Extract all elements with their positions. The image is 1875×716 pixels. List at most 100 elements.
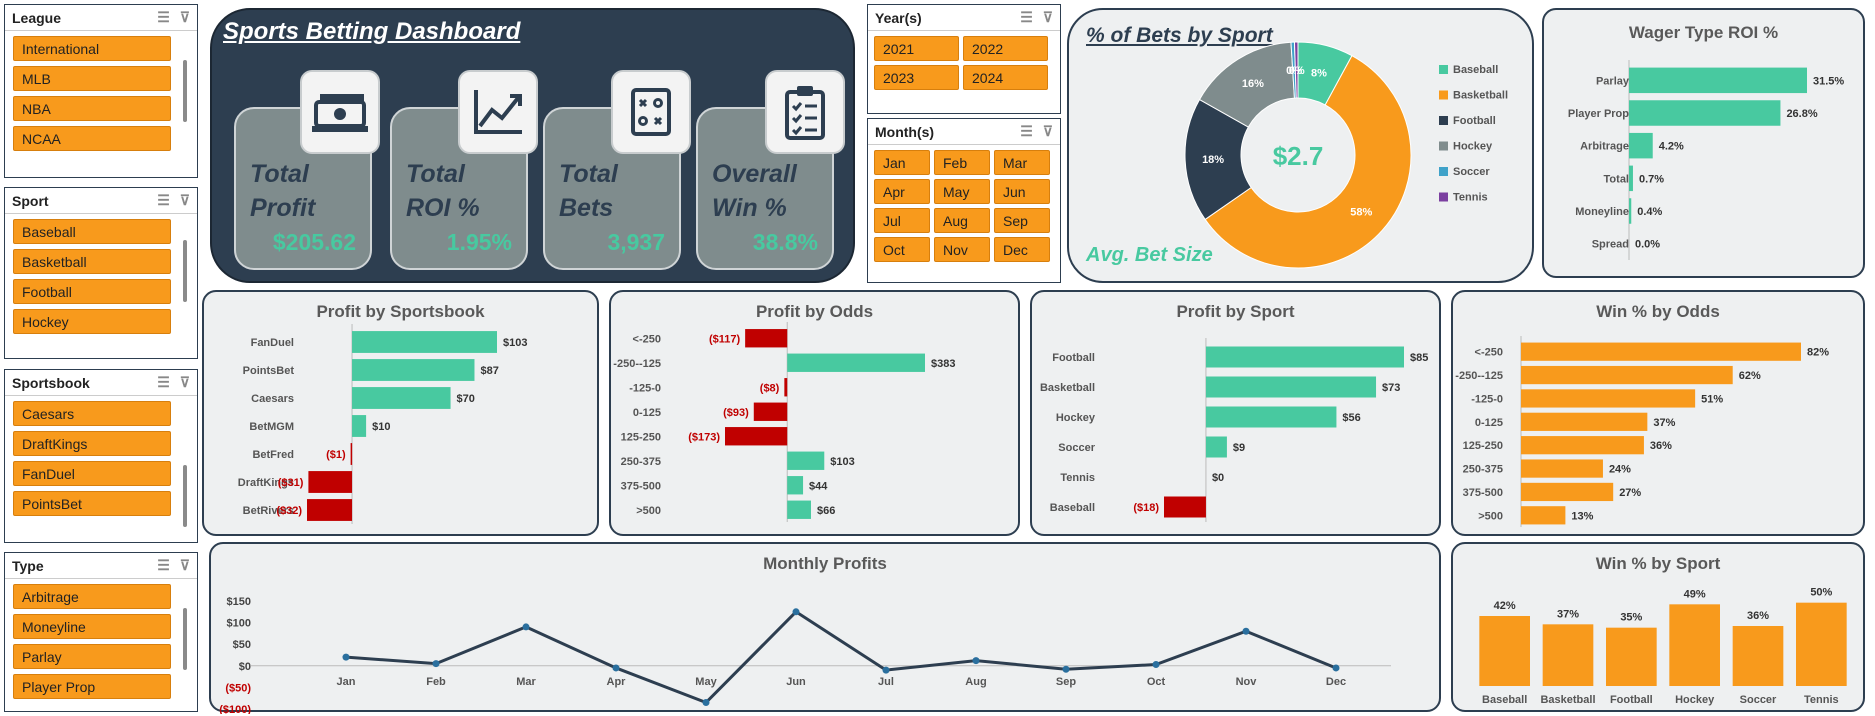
data-label: ($8) bbox=[760, 382, 780, 394]
month-item[interactable]: Apr bbox=[874, 179, 930, 204]
profit-odds-chart: <-250 ($117) -250--125 $383 -125-0 ($8) 0-125 (… bbox=[613, 322, 955, 522]
x-tick-label: Jul bbox=[878, 676, 894, 688]
data-label: $103 bbox=[503, 337, 527, 349]
clear-filter-icon[interactable]: ⊽ bbox=[179, 192, 190, 208]
win-sport-chart: 42% Baseball 37% Basketball 35% Football 49% Ho… bbox=[1479, 587, 1847, 706]
slicer-item[interactable]: Football bbox=[13, 279, 171, 304]
month-item[interactable]: Sep bbox=[994, 208, 1050, 233]
slicer-item[interactable]: NCAA bbox=[13, 126, 171, 151]
month-item[interactable]: Aug bbox=[934, 208, 990, 233]
data-label: 37% bbox=[1557, 608, 1579, 620]
clear-filter-icon[interactable]: ⊽ bbox=[179, 374, 190, 390]
kpi-label: ROI % bbox=[406, 194, 480, 222]
data-label: 0.4% bbox=[1637, 206, 1662, 218]
month-item[interactable]: Jan bbox=[874, 150, 930, 175]
category-label: <-250 bbox=[633, 333, 661, 345]
legend-label: Football bbox=[1453, 115, 1496, 127]
y-tick-label: ($50) bbox=[225, 682, 251, 694]
data-point bbox=[972, 657, 980, 665]
y-tick-label: ($100) bbox=[219, 704, 251, 714]
multi-select-icon[interactable]: ☰ bbox=[157, 557, 170, 573]
data-label: 35% bbox=[1620, 612, 1642, 624]
month-item[interactable]: Oct bbox=[874, 237, 930, 262]
profit-odds-card: Profit by Odds <-250 ($117) -250--125 $383 -… bbox=[609, 290, 1020, 536]
slicer-item[interactable]: Arbitrage bbox=[13, 584, 171, 609]
month-item[interactable]: Dec bbox=[994, 237, 1050, 262]
category-label: 125-250 bbox=[621, 431, 661, 443]
bar bbox=[1521, 482, 1614, 502]
data-label: $85 bbox=[1410, 352, 1428, 364]
data-label: 0.7% bbox=[1639, 173, 1664, 185]
year-item[interactable]: 2023 bbox=[874, 65, 959, 90]
slicer-item[interactable]: Hockey bbox=[13, 309, 171, 334]
kpi-card-bets: Total Bets 3,937 bbox=[543, 107, 681, 270]
category-label: Hockey bbox=[1056, 412, 1096, 424]
win-odds-card: Win % by Odds <-250 82% -250--125 62% -125-0… bbox=[1451, 290, 1865, 536]
year-item[interactable]: 2022 bbox=[963, 36, 1048, 61]
month-item[interactable]: Feb bbox=[934, 150, 990, 175]
scrollbar[interactable] bbox=[183, 608, 187, 670]
slicer-item[interactable]: Caesars bbox=[13, 401, 171, 426]
type-slicer: Type ☰ ⊽ Arbitrage Moneyline Parlay Player… bbox=[4, 552, 198, 712]
x-tick-label: Apr bbox=[607, 676, 627, 688]
data-label: ($93) bbox=[723, 407, 749, 419]
data-label: 50% bbox=[1810, 587, 1832, 599]
year-item[interactable]: 2024 bbox=[963, 65, 1048, 90]
slicer-item[interactable]: FanDuel bbox=[13, 461, 171, 486]
year-item[interactable]: 2021 bbox=[874, 36, 959, 61]
slicer-item[interactable]: International bbox=[13, 36, 171, 61]
multi-select-icon[interactable]: ☰ bbox=[1020, 9, 1033, 25]
clear-filter-icon[interactable]: ⊽ bbox=[179, 557, 190, 573]
month-item[interactable]: Jul bbox=[874, 208, 930, 233]
data-label: $87 bbox=[480, 365, 498, 377]
slicer-item[interactable]: Player Prop bbox=[13, 674, 171, 699]
clear-filter-icon[interactable]: ⊽ bbox=[179, 9, 190, 25]
scrollbar[interactable] bbox=[183, 465, 187, 527]
data-point bbox=[1242, 627, 1250, 635]
multi-select-icon[interactable]: ☰ bbox=[1020, 123, 1033, 139]
multi-select-icon[interactable]: ☰ bbox=[157, 192, 170, 208]
bar bbox=[1796, 602, 1847, 686]
profit-book-card: Profit by Sportsbook FanDuel $103 PointsBe… bbox=[202, 290, 599, 536]
kpi-label: Total bbox=[559, 160, 618, 188]
bar bbox=[1521, 436, 1644, 455]
month-item[interactable]: Nov bbox=[934, 237, 990, 262]
data-label: 26.8% bbox=[1786, 108, 1817, 120]
bar bbox=[1521, 506, 1566, 525]
clear-filter-icon[interactable]: ⊽ bbox=[1042, 9, 1053, 25]
kpi-label: Win % bbox=[712, 194, 787, 222]
month-item[interactable]: Jun bbox=[994, 179, 1050, 204]
scrollbar[interactable] bbox=[183, 60, 187, 122]
monthly-card: Monthly Profits $150 $100 $50 $0 ($50) ($100)… bbox=[209, 542, 1441, 714]
kpi-label: Profit bbox=[250, 194, 316, 222]
legend-swatch bbox=[1439, 90, 1448, 100]
slicer-item[interactable]: Moneyline bbox=[13, 614, 171, 639]
month-item[interactable]: Mar bbox=[994, 150, 1050, 175]
slicer-item[interactable]: MLB bbox=[13, 66, 171, 91]
scrollbar[interactable] bbox=[183, 240, 187, 302]
month-slicer: Month(s) ☰ ⊽ Jan Feb Mar Apr May Jun Jul A… bbox=[867, 118, 1061, 283]
category-label: -125-0 bbox=[629, 382, 661, 394]
x-tick-label: Feb bbox=[426, 676, 446, 688]
slicer-item[interactable]: DraftKings bbox=[13, 431, 171, 456]
category-label: Moneyline bbox=[1575, 206, 1629, 218]
month-item[interactable]: May bbox=[934, 179, 990, 204]
multi-select-icon[interactable]: ☰ bbox=[157, 9, 170, 25]
slicer-item[interactable]: PointsBet bbox=[13, 491, 171, 516]
clear-filter-icon[interactable]: ⊽ bbox=[1042, 123, 1053, 139]
category-label: -250--125 bbox=[613, 358, 661, 370]
slicer-title: Month(s) bbox=[875, 123, 935, 140]
slicer-item[interactable]: NBA bbox=[13, 96, 171, 121]
slicer-item[interactable]: Basketball bbox=[13, 249, 171, 274]
category-label: >500 bbox=[636, 505, 661, 517]
slicer-item[interactable]: Baseball bbox=[13, 219, 171, 244]
data-point bbox=[612, 664, 620, 672]
data-point bbox=[342, 653, 350, 661]
bar bbox=[1521, 412, 1648, 431]
multi-select-icon[interactable]: ☰ bbox=[157, 374, 170, 390]
bar bbox=[1205, 436, 1227, 458]
bar bbox=[1205, 406, 1337, 428]
slicer-item[interactable]: Parlay bbox=[13, 644, 171, 669]
data-label: $9 bbox=[1233, 442, 1245, 454]
pie-slice bbox=[1204, 55, 1412, 269]
